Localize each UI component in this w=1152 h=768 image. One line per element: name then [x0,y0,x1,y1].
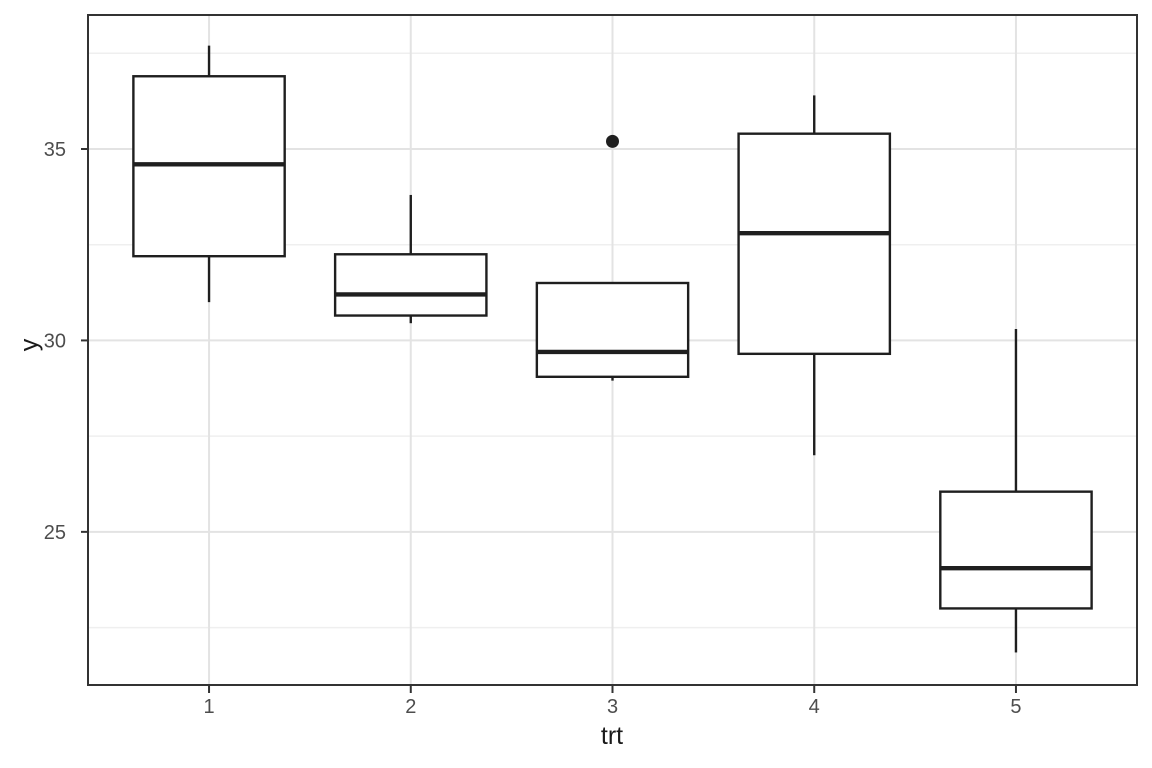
x-tick-label: 2 [405,696,416,718]
y-tick-label: 35 [44,139,66,161]
x-tick-label: 4 [809,696,820,718]
x-axis-title: trt [600,722,624,750]
x-tick-label: 1 [203,696,214,718]
outlier-point [606,134,619,148]
y-axis-title: y [15,338,44,352]
x-tick-label: 5 [1010,696,1021,718]
box-rect [535,281,690,379]
y-tick-label: 30 [44,330,66,352]
panel-border [87,14,1138,686]
box-rect [939,490,1093,610]
box-rect [737,132,892,356]
box-rect [333,253,488,317]
y-tick-label: 25 [44,522,66,544]
x-tick-label: 3 [607,696,618,718]
